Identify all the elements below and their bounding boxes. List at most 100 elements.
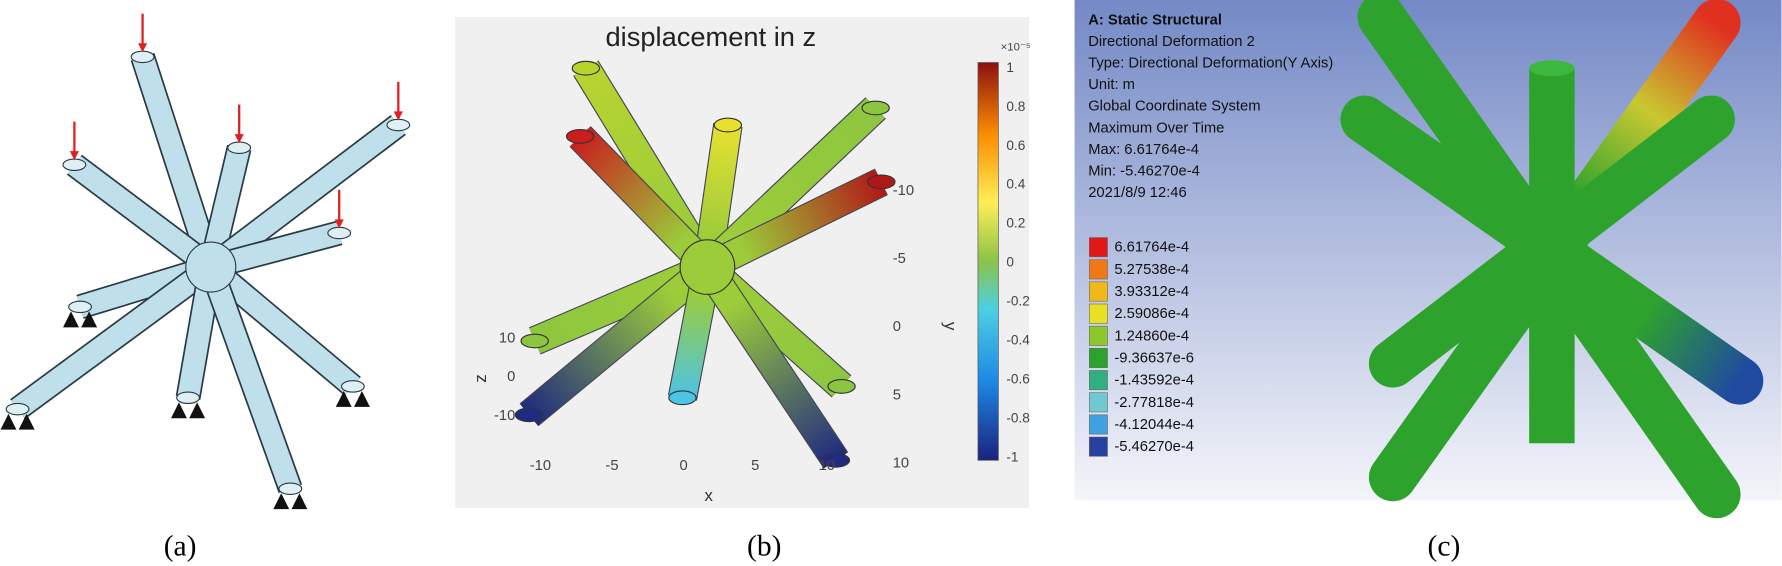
load-arrowhead bbox=[334, 219, 344, 229]
strut bbox=[570, 126, 718, 277]
legend-label: -5.46270e-4 bbox=[1114, 439, 1194, 455]
z-tick-label: -10 bbox=[494, 408, 515, 424]
strut-end bbox=[227, 141, 252, 155]
caption: (b) bbox=[747, 531, 781, 563]
strut-end bbox=[340, 380, 365, 393]
colorbar-tick-label: -0.4 bbox=[1006, 333, 1030, 348]
strut-end bbox=[514, 407, 544, 423]
strut bbox=[701, 169, 888, 280]
colorbar-tick-label: 0.8 bbox=[1006, 99, 1025, 114]
strut bbox=[132, 53, 222, 271]
panel-title: displacement in z bbox=[606, 21, 817, 52]
axis-label: y bbox=[941, 322, 960, 331]
strut-end bbox=[1529, 60, 1575, 77]
legend-label: 6.61764e-4 bbox=[1114, 240, 1189, 256]
y-tick-label: -5 bbox=[893, 251, 906, 267]
support bbox=[81, 311, 98, 328]
strut bbox=[200, 263, 301, 493]
strut-end bbox=[5, 402, 30, 416]
legend-swatch bbox=[1089, 436, 1108, 457]
axis-label: x bbox=[704, 486, 713, 505]
y-tick-label: 10 bbox=[893, 456, 909, 472]
load-arrowhead bbox=[393, 111, 403, 121]
hub bbox=[1514, 225, 1583, 294]
legend-label: 3.93312e-4 bbox=[1114, 284, 1189, 300]
support bbox=[335, 390, 352, 407]
colorbar-exponent: ×10⁻⁵ bbox=[1001, 42, 1031, 54]
legend-swatch bbox=[1089, 325, 1108, 346]
z-tick-label: 0 bbox=[507, 369, 515, 385]
load-arrowhead bbox=[138, 43, 148, 53]
strut bbox=[204, 116, 405, 276]
info-line: Max: 6.61764e-4 bbox=[1088, 142, 1199, 158]
load-arrowhead bbox=[69, 151, 79, 161]
support bbox=[18, 413, 35, 430]
strut-end bbox=[668, 390, 697, 406]
caption: (a) bbox=[164, 531, 197, 563]
support bbox=[170, 402, 187, 419]
strut bbox=[696, 259, 848, 468]
strut-end bbox=[821, 452, 851, 468]
strut bbox=[203, 258, 360, 395]
hub bbox=[185, 241, 237, 293]
colorbar-tick-label: -0.6 bbox=[1006, 372, 1029, 387]
strut-end bbox=[571, 60, 601, 76]
colorbar-tick-label: -0.2 bbox=[1006, 294, 1029, 309]
support bbox=[63, 311, 79, 328]
support bbox=[189, 402, 206, 419]
strut-end bbox=[713, 117, 743, 133]
legend-swatch bbox=[1089, 392, 1108, 413]
x-tick-label: -5 bbox=[605, 458, 618, 474]
legend-label: -9.36637e-6 bbox=[1114, 350, 1194, 366]
strut-end bbox=[68, 300, 93, 314]
support bbox=[353, 390, 370, 407]
support bbox=[0, 413, 17, 430]
strut-end bbox=[520, 333, 549, 349]
panel-a bbox=[0, 13, 411, 510]
legend-label: -4.12044e-4 bbox=[1114, 417, 1194, 433]
x-tick-label: 10 bbox=[819, 458, 835, 474]
legend-label: 1.24860e-4 bbox=[1114, 328, 1189, 344]
colorbar-tick-label: -1 bbox=[1006, 450, 1018, 465]
panel-b: 1 0.8 0.6 0.4 0.2 0 -0.2 -0.4 -0.6 -0.8 -1 10 0 -10 -1… bbox=[494, 60, 1030, 474]
y-tick-label: -10 bbox=[893, 183, 914, 199]
axis-label: z bbox=[471, 374, 490, 383]
strut-end bbox=[565, 128, 595, 144]
strut-end bbox=[327, 226, 352, 240]
colorbar-tick-label: 0.4 bbox=[1006, 177, 1025, 192]
support bbox=[273, 493, 290, 510]
y-tick-label: 5 bbox=[893, 387, 901, 403]
strut-end bbox=[867, 174, 896, 190]
colorbar-tick-label: 0.6 bbox=[1006, 138, 1025, 153]
legend-swatch bbox=[1089, 348, 1108, 368]
legend-swatch bbox=[1089, 370, 1108, 391]
strut bbox=[520, 256, 717, 426]
x-tick-label: 0 bbox=[679, 458, 687, 474]
info-line: A: Static Structural bbox=[1088, 12, 1222, 28]
y-tick-label: 0 bbox=[893, 319, 901, 335]
strut-end bbox=[130, 50, 155, 64]
info-line: Maximum Over Time bbox=[1088, 120, 1224, 136]
load-arrowhead bbox=[234, 134, 244, 144]
colorbar-tick-label: 0.2 bbox=[1006, 216, 1025, 231]
legend-swatch bbox=[1089, 259, 1108, 280]
strut-end bbox=[62, 158, 87, 172]
legend-label: 5.27538e-4 bbox=[1114, 262, 1189, 278]
strut-end bbox=[176, 391, 200, 405]
legend-swatch bbox=[1089, 281, 1108, 302]
caption: (c) bbox=[1428, 531, 1461, 563]
info-line: Unit: m bbox=[1088, 77, 1135, 93]
strut-end bbox=[386, 118, 411, 132]
panel-c: A: Static Structural Directional Deformat… bbox=[1088, 0, 1764, 519]
z-tick-label: 10 bbox=[499, 331, 515, 347]
x-tick-label: 5 bbox=[751, 458, 759, 474]
x-tick-label: -10 bbox=[530, 458, 551, 474]
strut-end bbox=[827, 379, 856, 394]
info-line: Type: Directional Deformation(Y Axis) bbox=[1088, 56, 1333, 72]
legend-swatch bbox=[1089, 237, 1108, 258]
legend-swatch bbox=[1089, 414, 1108, 435]
info-line: Min: -5.46270e-4 bbox=[1088, 164, 1200, 180]
info-line: Global Coordinate System bbox=[1088, 99, 1260, 115]
legend-label: -1.43592e-4 bbox=[1114, 373, 1194, 389]
